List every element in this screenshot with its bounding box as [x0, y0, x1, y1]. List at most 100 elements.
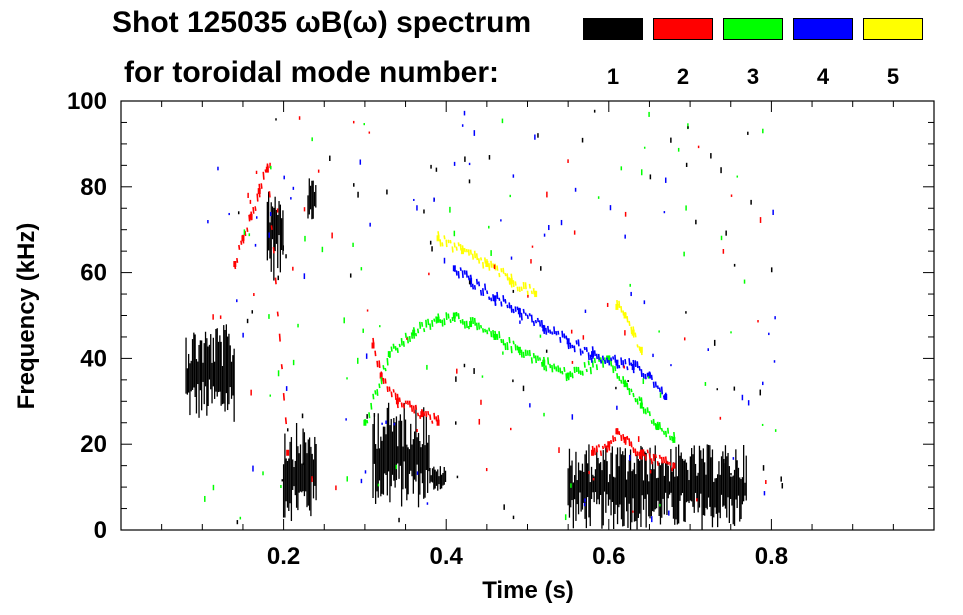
mode-point	[638, 396, 641, 402]
noise-speckle	[488, 155, 491, 160]
mode-point	[284, 417, 288, 425]
mode-point	[610, 357, 613, 362]
mode-point	[622, 310, 625, 316]
mode-datapoint	[249, 213, 253, 220]
mode-point	[425, 411, 428, 418]
noise-speckle	[239, 516, 242, 520]
noise-speckle	[349, 273, 352, 278]
noise-speckle	[616, 405, 618, 410]
noise-speckle	[277, 275, 280, 281]
noise-speckle	[426, 502, 429, 505]
mode-point	[396, 347, 399, 353]
noise-speckle	[357, 191, 359, 198]
mode-point	[538, 357, 542, 361]
mode-point	[666, 427, 670, 434]
mode-datapoint	[493, 333, 497, 340]
noise-speckle	[629, 283, 631, 287]
mode-point	[423, 328, 426, 333]
mode-point	[514, 306, 517, 312]
noise-speckle	[430, 164, 432, 169]
mode-point	[540, 319, 544, 328]
mode-point	[504, 272, 507, 277]
noise-speckle	[428, 272, 430, 276]
noise-speckle	[707, 348, 709, 351]
mode-point	[492, 294, 495, 302]
mode-datapoint	[615, 359, 619, 366]
noise-speckle	[501, 118, 504, 124]
noise-speckle	[582, 335, 585, 340]
noise-speckle	[741, 394, 744, 401]
noise-speckle	[321, 246, 324, 253]
mode-point	[587, 352, 590, 361]
noise-speckle	[560, 219, 563, 226]
mode-point	[479, 257, 483, 261]
mode-point	[569, 342, 572, 349]
mode-point	[498, 331, 501, 339]
mode-point	[522, 281, 525, 290]
mode-point	[575, 366, 578, 373]
mode-point	[388, 386, 391, 392]
mode-point	[386, 357, 389, 366]
noise-speckle	[343, 317, 345, 324]
mode-point	[510, 305, 513, 313]
mode-point	[425, 319, 428, 328]
mode-point	[479, 324, 483, 329]
legend-label-4: 4	[816, 64, 830, 89]
noise-speckle	[722, 249, 725, 254]
mode-point	[630, 388, 633, 393]
mode-point	[601, 445, 605, 450]
mode-point	[240, 240, 243, 245]
mode-datapoint	[615, 303, 619, 310]
mode-point	[374, 390, 377, 395]
noise-speckle	[543, 412, 545, 417]
mode-point	[443, 235, 446, 240]
noise-speckle	[423, 209, 425, 214]
mode-point	[579, 348, 582, 356]
mode-point	[595, 445, 599, 453]
mode-point	[532, 288, 535, 295]
mode-point	[579, 370, 582, 376]
noise-speckle	[237, 211, 240, 215]
mode-datapoint	[387, 351, 391, 358]
mode-point	[467, 275, 470, 281]
noise-speckle	[649, 470, 652, 474]
noise-speckle	[762, 465, 765, 471]
mode-point	[392, 389, 395, 393]
mode-point	[597, 353, 601, 360]
noise-speckle	[290, 197, 292, 200]
mode-region	[185, 324, 235, 422]
noise-speckle	[246, 318, 249, 324]
mode-datapoint	[469, 321, 473, 328]
mode-point	[650, 374, 653, 381]
mode-point	[544, 365, 548, 372]
noise-speckle	[658, 330, 660, 333]
legend-swatch-1	[583, 18, 643, 40]
noise-speckle	[642, 378, 645, 384]
mode-point	[278, 333, 281, 342]
noise-speckle	[768, 332, 770, 336]
mode-datapoint	[566, 338, 570, 345]
mode-point	[565, 335, 568, 340]
mode-point	[632, 392, 635, 398]
noise-speckle	[456, 475, 459, 479]
noise-speckle	[363, 123, 365, 126]
mode-point	[559, 367, 562, 374]
noise-speckle	[352, 120, 355, 124]
mode-point	[626, 366, 629, 371]
mode-point	[646, 449, 649, 454]
mode-point	[551, 364, 554, 373]
mode-point	[618, 300, 621, 308]
mode-point	[374, 350, 377, 357]
noise-speckle	[583, 502, 586, 507]
noise-speckle	[253, 293, 255, 297]
mode-point	[608, 359, 611, 366]
noise-speckle	[530, 259, 532, 264]
noise-speckle	[346, 377, 348, 380]
mode-point	[486, 290, 489, 295]
mode-point	[636, 451, 639, 456]
mode-point	[620, 434, 623, 442]
noise-speckle	[346, 476, 348, 482]
mode-point	[662, 456, 666, 464]
mode-point	[553, 363, 556, 370]
mode-point	[390, 391, 393, 398]
